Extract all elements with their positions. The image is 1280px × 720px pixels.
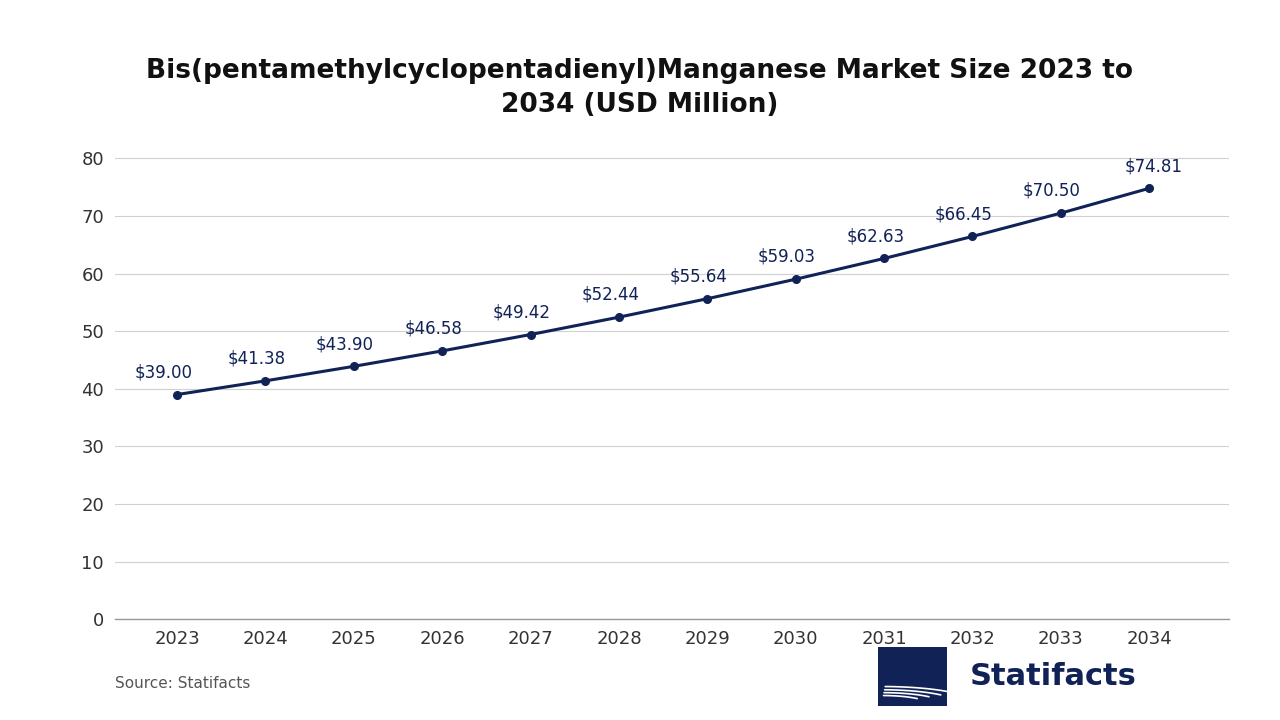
- Text: Bis(pentamethylcyclopentadienyl)Manganese Market Size 2023 to
2034 (USD Million): Bis(pentamethylcyclopentadienyl)Manganes…: [146, 58, 1134, 117]
- Text: $74.81: $74.81: [1125, 157, 1183, 175]
- Text: $49.42: $49.42: [493, 303, 550, 321]
- Text: Source: Statifacts: Source: Statifacts: [115, 676, 251, 691]
- Text: $46.58: $46.58: [404, 320, 462, 338]
- Text: $70.50: $70.50: [1023, 182, 1082, 200]
- Text: $59.03: $59.03: [758, 248, 815, 266]
- Text: $41.38: $41.38: [228, 350, 285, 368]
- Text: Statifacts: Statifacts: [970, 662, 1137, 691]
- FancyBboxPatch shape: [878, 647, 947, 706]
- Text: $62.63: $62.63: [846, 228, 905, 246]
- Text: $39.00: $39.00: [134, 364, 193, 382]
- Text: $55.64: $55.64: [669, 267, 727, 285]
- Text: $52.44: $52.44: [581, 286, 639, 304]
- Text: $43.90: $43.90: [316, 335, 374, 353]
- Text: $66.45: $66.45: [934, 205, 992, 223]
